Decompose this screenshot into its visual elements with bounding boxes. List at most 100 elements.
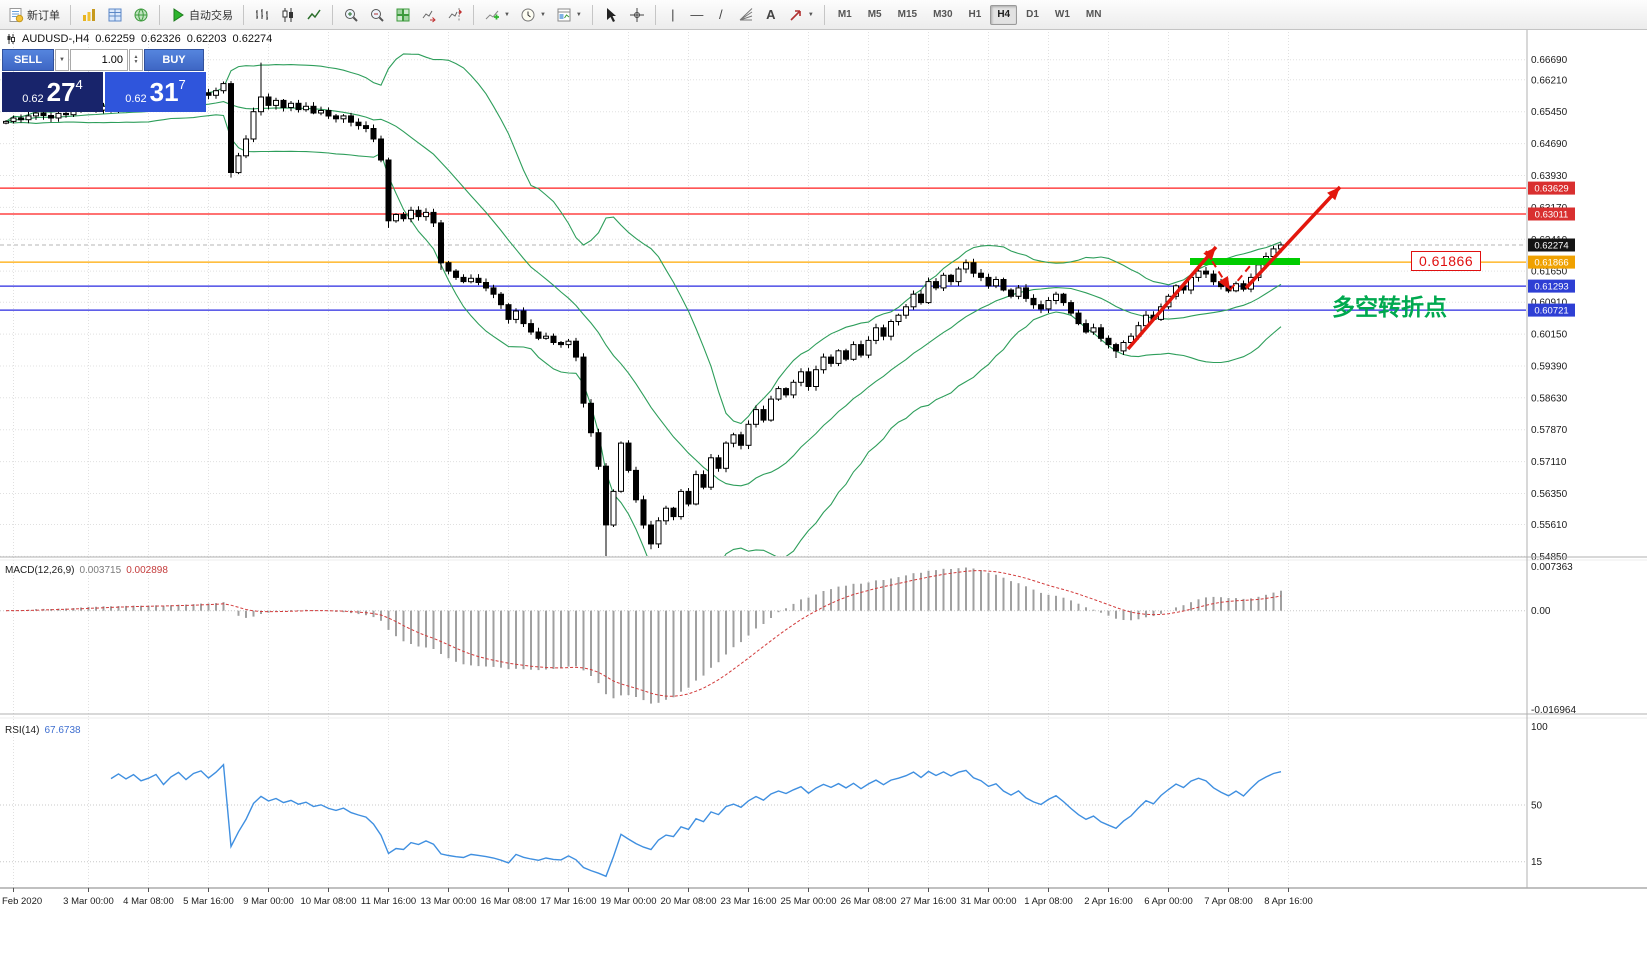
candlestick-mode-button[interactable]	[276, 4, 300, 26]
chart-canvas[interactable]: 0.666900.662100.654500.646900.639300.631…	[0, 30, 1647, 954]
one-click-trading-panel: SELL ▼ ▲▼ BUY 0.62 27 4 0.62 31 7	[2, 49, 206, 112]
svg-text:15: 15	[1531, 857, 1543, 868]
svg-text:0.63629: 0.63629	[1534, 184, 1568, 195]
svg-text:0.61293: 0.61293	[1534, 282, 1568, 293]
autotrading-button[interactable]: 自动交易	[166, 4, 237, 26]
periods-button[interactable]: ▼	[516, 4, 550, 26]
bar-chart-icon	[256, 8, 268, 20]
text-tool-button[interactable]: A	[760, 4, 782, 26]
indicators-button[interactable]: ▼	[480, 4, 514, 26]
navigator-button[interactable]	[129, 4, 153, 26]
volume-input[interactable]	[70, 49, 128, 71]
chart-shift-button[interactable]	[443, 4, 467, 26]
market-watch-icon	[83, 8, 95, 21]
timeframe-h1-button[interactable]: H1	[962, 5, 989, 25]
open-value: 0.62259	[95, 33, 135, 45]
svg-text:27 Mar 16:00: 27 Mar 16:00	[901, 896, 957, 907]
dropdown-caret-icon: ▼	[575, 11, 582, 18]
volume-stepper[interactable]: ▲ ▼	[129, 49, 143, 71]
price-callout-label[interactable]: 0.61866	[1411, 251, 1482, 271]
data-window-icon	[108, 8, 122, 21]
cursor-button[interactable]	[599, 4, 623, 26]
svg-text:19 Mar 00:00: 19 Mar 00:00	[601, 896, 657, 907]
new-order-icon	[9, 7, 24, 22]
svg-text:0.60721: 0.60721	[1534, 306, 1568, 317]
high-value: 0.62326	[141, 33, 181, 45]
trend-arrow-drawing	[1244, 185, 1342, 290]
vertical-line-icon: |	[671, 6, 675, 22]
crosshair-button[interactable]	[625, 4, 649, 26]
turning-point-annotation[interactable]: 多空转折点	[1332, 294, 1447, 320]
svg-text:0.62274: 0.62274	[1534, 241, 1568, 252]
crosshair-icon	[629, 7, 644, 22]
timeframe-w1-button[interactable]: W1	[1048, 5, 1077, 25]
timeframe-d1-button[interactable]: D1	[1019, 5, 1046, 25]
sell-button[interactable]: SELL	[2, 49, 54, 71]
svg-text:0.57110: 0.57110	[1531, 457, 1567, 468]
autotrading-play-icon	[173, 7, 184, 22]
bar-chart-mode-button[interactable]	[250, 4, 274, 26]
chart-area: 0.666900.662100.654500.646900.639300.631…	[0, 30, 1647, 954]
toolbar: 新订单 自动交易	[0, 0, 1647, 30]
macd-signal-value: 0.002898	[126, 565, 168, 576]
timeframe-mn-button[interactable]: MN	[1079, 5, 1109, 25]
horizontal-line-tool-button[interactable]: —	[686, 4, 708, 26]
separator	[70, 4, 71, 25]
timeframe-m15-button[interactable]: M15	[891, 5, 924, 25]
market-watch-button[interactable]	[77, 4, 101, 26]
arrows-tool-icon	[790, 9, 801, 21]
svg-text:0.66210: 0.66210	[1531, 75, 1568, 86]
svg-text:0.59390: 0.59390	[1531, 362, 1568, 373]
chart-shift-icon	[448, 7, 462, 22]
svg-text:31 Mar 00:00: 31 Mar 00:00	[961, 896, 1017, 907]
chart-ohlc-header: AUDUSD-,H4 0.62259 0.62326 0.62203 0.622…	[6, 33, 272, 45]
line-chart-mode-button[interactable]	[302, 4, 326, 26]
zoom-out-button[interactable]	[365, 4, 389, 26]
svg-text:0.63011: 0.63011	[1535, 210, 1569, 221]
timeframe-m1-button[interactable]: M1	[831, 5, 859, 25]
svg-text:0.00: 0.00	[1531, 606, 1551, 617]
timeframe-h4-button[interactable]: H4	[990, 4, 1018, 25]
svg-text:0.65450: 0.65450	[1531, 107, 1568, 118]
buy-price-pip-digit: 7	[178, 77, 186, 92]
zoom-in-icon	[345, 8, 358, 22]
tile-windows-button[interactable]	[391, 4, 415, 26]
fibonacci-tool-button[interactable]	[734, 4, 758, 26]
svg-text:1 Apr 08:00: 1 Apr 08:00	[1024, 896, 1073, 907]
timeframe-m30-button[interactable]: M30	[926, 5, 959, 25]
svg-text:0.66690: 0.66690	[1531, 55, 1568, 66]
symbol-period-label: AUDUSD-,H4	[22, 33, 90, 45]
arrows-tool-button[interactable]: ▼	[784, 4, 818, 26]
price-pane	[3, 53, 1284, 556]
trendline-tool-button[interactable]: /	[710, 4, 732, 26]
svg-text:7 Apr 08:00: 7 Apr 08:00	[1204, 896, 1253, 907]
separator	[243, 4, 244, 25]
sell-price-display[interactable]: 0.62 27 4	[2, 72, 103, 112]
data-window-button[interactable]	[103, 4, 127, 26]
svg-text:0.58630: 0.58630	[1531, 393, 1568, 404]
zoom-in-button[interactable]	[339, 4, 363, 26]
auto-scroll-icon	[422, 10, 436, 22]
svg-text:0.007363: 0.007363	[1531, 562, 1573, 573]
vertical-line-tool-button[interactable]: |	[662, 4, 684, 26]
line-chart-icon	[307, 9, 321, 19]
separator	[473, 4, 474, 25]
svg-text:Feb 2020: Feb 2020	[2, 896, 42, 907]
macd-indicator-label: MACD(12,26,9) 0.003715 0.002898	[5, 565, 168, 576]
svg-text:2 Apr 16:00: 2 Apr 16:00	[1084, 896, 1133, 907]
new-order-button[interactable]: 新订单	[4, 4, 64, 26]
templates-button[interactable]: ▼	[552, 4, 586, 26]
timeframe-m5-button[interactable]: M5	[861, 5, 889, 25]
dropdown-caret-icon: ▼	[807, 11, 814, 18]
buy-price-display[interactable]: 0.62 31 7	[105, 72, 206, 112]
templates-icon	[557, 8, 571, 21]
auto-scroll-button[interactable]	[417, 4, 441, 26]
buy-button[interactable]: BUY	[144, 49, 204, 71]
close-value: 0.62274	[232, 33, 273, 45]
trend-arrow-drawing	[1229, 265, 1251, 291]
svg-text:9 Mar 00:00: 9 Mar 00:00	[243, 896, 294, 907]
sell-options-dropdown[interactable]: ▼	[55, 49, 69, 71]
fibonacci-icon	[739, 7, 753, 20]
separator	[332, 4, 333, 25]
